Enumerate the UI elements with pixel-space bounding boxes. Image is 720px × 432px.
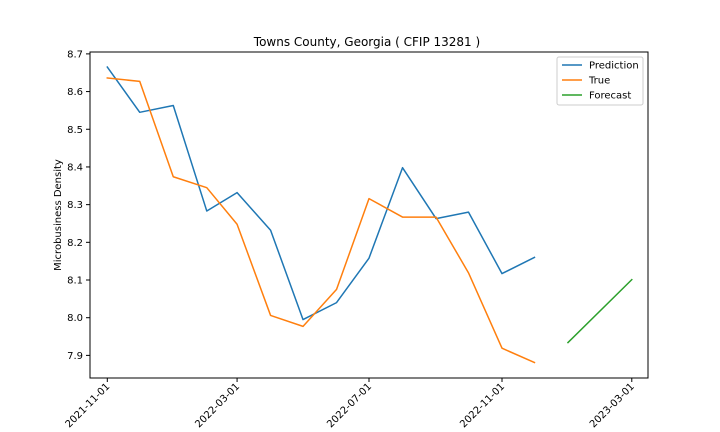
legend-label: Forecast — [589, 91, 631, 102]
y-tick-label: 8.7 — [67, 49, 83, 60]
x-tick-label: 2022-07-01 — [325, 381, 374, 430]
series-line-prediction — [106, 66, 536, 321]
y-tick-label: 8.0 — [67, 313, 83, 324]
y-tick-label: 7.9 — [67, 351, 83, 362]
x-axis: 2021-11-01 2022-03-01 2022-07-01 2022-11-01… — [64, 378, 637, 430]
x-tick-label: 2023-03-01 — [588, 381, 637, 430]
series-line-true — [106, 77, 536, 364]
y-axis: 7.9 8.0 8.1 8.2 8.3 8.4 8.5 8.6 8.7 — [67, 49, 90, 362]
chart-title: Towns County, Georgia ( CFIP 13281 ) — [253, 35, 480, 49]
legend: Prediction True Forecast — [556, 56, 644, 106]
x-tick-label: 2022-11-01 — [458, 381, 507, 430]
series-lines — [106, 66, 633, 364]
y-tick-label: 8.5 — [67, 125, 83, 136]
y-tick-label: 8.2 — [67, 238, 83, 249]
legend-box — [556, 56, 644, 106]
legend-label: Prediction — [589, 61, 639, 72]
y-tick-label: 8.6 — [67, 87, 83, 98]
y-tick-label: 8.1 — [67, 276, 83, 287]
y-tick-label: 8.4 — [67, 162, 83, 173]
y-tick-label: 8.3 — [67, 200, 83, 211]
x-tick-label: 2021-11-01 — [64, 381, 113, 430]
x-tick-label: 2022-03-01 — [193, 381, 242, 430]
series-line-forecast — [566, 278, 633, 344]
legend-label: True — [588, 76, 610, 87]
y-axis-label: Microbusiness Density — [53, 159, 64, 271]
